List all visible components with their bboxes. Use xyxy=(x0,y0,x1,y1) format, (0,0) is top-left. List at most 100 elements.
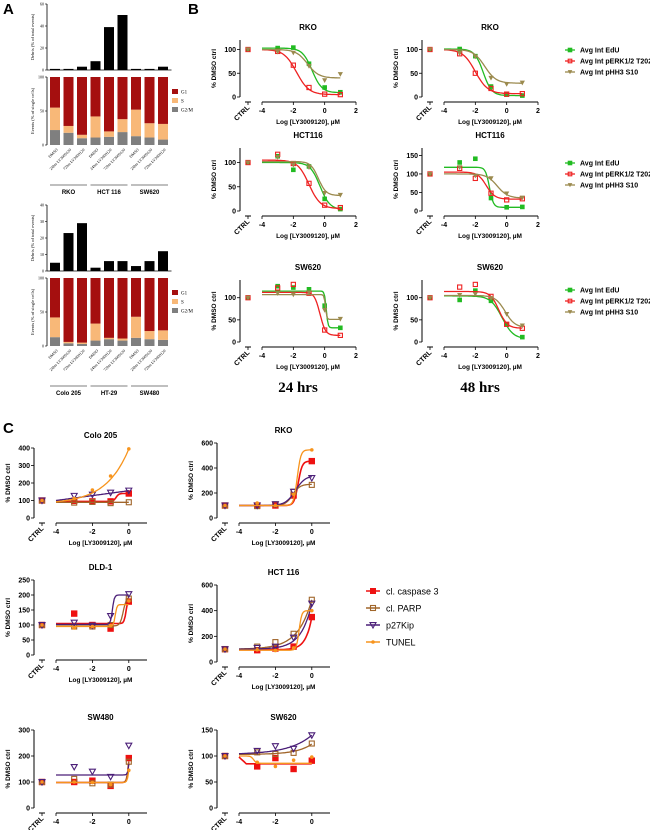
plot-title: Colo 205 xyxy=(84,431,118,440)
x-tick-label: 0 xyxy=(127,529,131,536)
cycle-bar-g1 xyxy=(117,278,128,339)
category-label: DMSO xyxy=(47,147,59,159)
y-tick-label: 100 xyxy=(224,160,236,167)
data-point xyxy=(369,622,377,630)
data-point xyxy=(322,190,328,196)
data-point xyxy=(245,295,251,301)
y-tick-label: 200 xyxy=(201,634,213,641)
data-point xyxy=(107,500,114,507)
fit-curve-caspase xyxy=(56,599,130,625)
y-tick-label: 50 xyxy=(228,71,236,78)
plot-title: SW620 xyxy=(477,263,504,272)
plot-title: RKO xyxy=(275,426,293,435)
plot-title: HCT 116 xyxy=(268,568,300,577)
data-point xyxy=(72,780,76,784)
y-tick-label: 0 xyxy=(26,806,30,813)
data-point xyxy=(457,284,463,290)
group-label: RKO xyxy=(62,190,76,196)
fit-curve-phh3 xyxy=(444,173,523,199)
data-point xyxy=(223,503,227,508)
y-tick-label: 100 xyxy=(406,47,418,54)
data-point xyxy=(504,197,510,203)
data-point xyxy=(108,623,113,628)
cycle-bar-s xyxy=(77,134,87,139)
data-point xyxy=(504,92,509,97)
x-tick-label: 0 xyxy=(127,819,131,826)
cycle-bar-g2m xyxy=(131,337,141,346)
data-point xyxy=(290,630,297,637)
data-point xyxy=(337,192,343,198)
x-tick-label: -2 xyxy=(472,222,478,229)
data-point xyxy=(108,474,113,478)
data-point xyxy=(472,292,478,297)
plot-title: SW480 xyxy=(87,713,114,722)
legend-label: Avg Int EdU xyxy=(580,161,619,168)
y-tick-label: 150 xyxy=(18,608,30,615)
y-tick-label: 0 xyxy=(232,95,236,102)
data-point xyxy=(519,323,525,329)
data-point xyxy=(291,646,296,650)
y-tick-label: 250 xyxy=(18,578,30,585)
cycle-bar-g1 xyxy=(104,77,114,132)
data-point xyxy=(567,171,573,177)
data-point xyxy=(291,492,296,497)
debris-bar xyxy=(77,66,87,70)
data-point xyxy=(567,58,573,64)
data-point xyxy=(107,498,114,505)
cycle-bar-s xyxy=(63,341,74,344)
x-tick-label: 2 xyxy=(354,353,358,360)
cycle-bar-g2m xyxy=(50,337,60,346)
category-label: DMSO xyxy=(128,348,140,360)
cycle-bar-s xyxy=(104,131,114,137)
time-label-24h: 24 hrs xyxy=(278,380,318,396)
data-point xyxy=(124,487,133,495)
legend-label: G2/M xyxy=(181,109,194,114)
cycle-bar-g2m xyxy=(77,138,87,145)
cycle-y-tick-label: 100 xyxy=(38,276,44,281)
x-ctrl-label: CTRL xyxy=(415,104,434,123)
x-tick-label: 0 xyxy=(505,222,509,229)
cycle-bar-g2m xyxy=(131,136,141,145)
data-point xyxy=(89,498,96,505)
legend-swatch-s xyxy=(172,299,178,304)
data-point xyxy=(253,644,262,653)
y-tick-label: 400 xyxy=(18,446,30,453)
data-point xyxy=(488,176,494,181)
fit-curve-tunel xyxy=(55,448,130,503)
group-label: Colo 205 xyxy=(56,391,82,397)
data-point xyxy=(488,190,494,196)
y-tick-label: 100 xyxy=(18,623,30,630)
debris-y-tick-label: 40 xyxy=(40,203,44,208)
cycle-y-tick-label: 0 xyxy=(42,143,44,148)
fit-curve-perk xyxy=(262,159,341,210)
y-tick-label: 0 xyxy=(26,516,30,523)
y-tick-label: 100 xyxy=(224,295,236,302)
fit-curve-p27 xyxy=(238,734,313,755)
data-point xyxy=(72,626,76,630)
x-axis-label: Log [LY3009120], µM xyxy=(276,119,340,126)
data-point xyxy=(88,491,97,499)
fit-curve-p27 xyxy=(239,603,313,650)
x-tick-label: -4 xyxy=(259,108,265,115)
x-tick-label: -4 xyxy=(259,222,265,229)
data-point xyxy=(124,591,133,599)
data-point xyxy=(255,501,259,505)
data-point xyxy=(519,80,525,86)
data-point xyxy=(488,195,494,201)
y-tick-label: 150 xyxy=(406,153,418,160)
cycle-bar-g2m xyxy=(104,339,114,346)
data-point xyxy=(271,743,280,751)
y-axis-label: % DMSO ctrl xyxy=(211,160,218,199)
data-point xyxy=(457,165,463,170)
cycle-bar-g1 xyxy=(117,77,128,120)
fit-curve-p27 xyxy=(55,490,129,502)
data-point xyxy=(567,160,573,166)
data-point xyxy=(567,287,573,293)
data-point xyxy=(291,45,296,50)
legend-swatch-g1 xyxy=(172,290,178,295)
debris-bar xyxy=(50,262,60,271)
x-tick-label: 0 xyxy=(505,353,509,360)
data-point xyxy=(457,46,462,52)
data-point xyxy=(290,62,296,68)
data-point xyxy=(567,47,573,53)
